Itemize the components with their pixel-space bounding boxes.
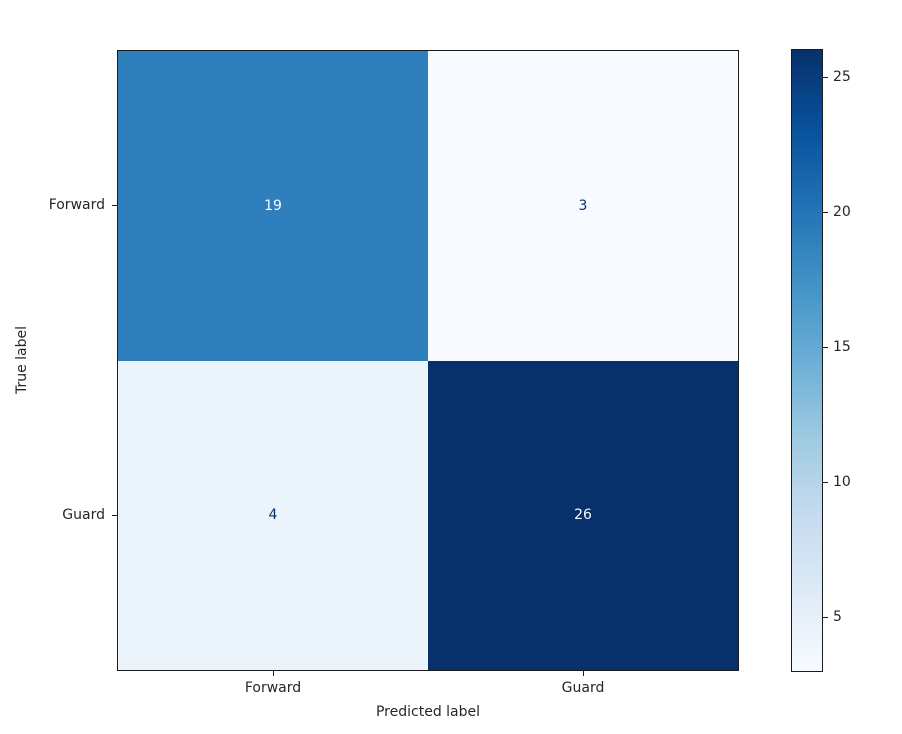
colorbar-tick-mark [823, 77, 828, 78]
colorbar-tick-label: 10 [833, 474, 851, 490]
colorbar-tick-label: 20 [833, 204, 851, 220]
x-tick-label-forward: Forward [244, 680, 302, 696]
matrix-cell-value: 3 [578, 197, 588, 214]
matrix-cell-guard-guard: 26 [428, 360, 738, 670]
heatmap-axes: 19 3 4 26 [117, 50, 739, 671]
x-tick-label-guard: Guard [561, 680, 605, 696]
matrix-cell-forward-guard: 3 [428, 51, 738, 361]
matrix-cell-value: 26 [574, 507, 592, 524]
colorbar-tick-label: 25 [833, 69, 851, 85]
matrix-cell-guard-forward: 4 [118, 360, 428, 670]
matrix-cell-forward-forward: 19 [118, 51, 428, 361]
x-tick-mark-guard [583, 671, 584, 676]
colorbar-tick-mark [823, 347, 828, 348]
y-tick-mark-guard [112, 515, 117, 516]
colorbar-tick-label: 15 [833, 339, 851, 355]
y-axis-label: True label [14, 325, 30, 395]
colorbar [791, 49, 823, 672]
y-tick-mark-forward [112, 205, 117, 206]
colorbar-tick-label: 5 [833, 609, 842, 625]
matrix-cell-value: 4 [268, 507, 278, 524]
y-tick-label-forward: Forward [48, 197, 105, 213]
colorbar-tick-mark [823, 617, 828, 618]
x-tick-mark-forward [273, 671, 274, 676]
colorbar-tick-mark [823, 482, 828, 483]
matrix-cell-value: 19 [264, 197, 282, 214]
x-axis-label: Predicted label [375, 704, 481, 720]
colorbar-tick-mark [823, 212, 828, 213]
y-tick-label-guard: Guard [62, 507, 105, 523]
